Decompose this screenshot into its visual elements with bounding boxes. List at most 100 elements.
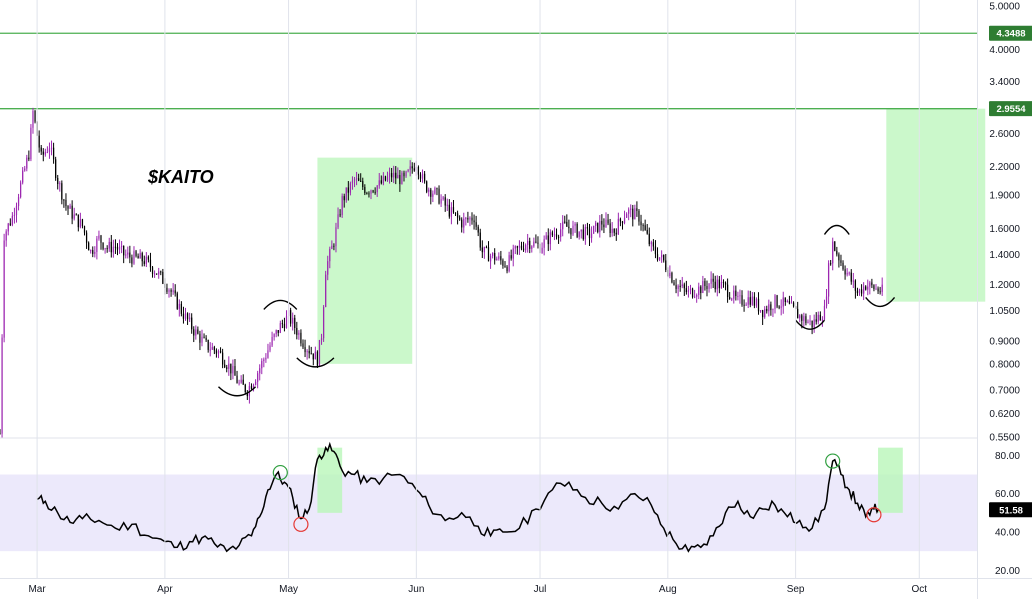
candle-body [63, 199, 65, 201]
candle-body [700, 286, 702, 294]
candle-body [184, 313, 187, 319]
price-tick-label: 1.0500 [989, 306, 1020, 317]
price-tick-label: 0.5500 [989, 433, 1020, 444]
candle-body [316, 351, 319, 366]
candle-body [446, 204, 448, 206]
candle-body [776, 295, 778, 307]
candle-body [799, 315, 801, 319]
candle-body [852, 280, 854, 282]
candle-body [38, 135, 40, 148]
price-tick-label: 0.8000 [989, 359, 1020, 370]
candle-body [343, 196, 345, 201]
candle-body [722, 282, 725, 284]
candle-body [706, 286, 708, 289]
candle-body [759, 310, 762, 312]
candle-body [830, 263, 832, 265]
price-tick-label: 0.6200 [989, 409, 1020, 420]
candle-body [22, 170, 24, 183]
candle-body [141, 253, 143, 262]
candle-body [421, 173, 424, 179]
candle-body [423, 173, 426, 182]
candle-body [189, 317, 191, 320]
candle-body [298, 332, 300, 335]
candle-body [98, 235, 100, 239]
candle-body [757, 298, 760, 312]
candle-body [362, 181, 364, 188]
candle-body [325, 274, 327, 308]
candle-body [788, 300, 791, 304]
candle-body [213, 347, 215, 351]
time-tick-aug: Aug [659, 584, 677, 595]
candle-body [296, 327, 298, 335]
candle-body [593, 225, 595, 234]
candle-body [871, 282, 873, 286]
level-badge-label: 4.3488 [996, 29, 1025, 40]
candle-body [347, 187, 349, 193]
candle-body [665, 260, 667, 270]
candle-body [24, 168, 26, 171]
candle-body [586, 227, 589, 229]
candle-body [566, 221, 568, 227]
candle-body [463, 218, 465, 228]
candle-body [459, 217, 461, 220]
rsi-tick-label: 20.00 [995, 566, 1020, 577]
candle-body [300, 332, 302, 344]
candle-body [597, 222, 599, 233]
candle-body [32, 110, 34, 128]
candle-body [467, 217, 469, 220]
candle-body [7, 223, 9, 232]
candle-body [617, 218, 619, 235]
candle-body [395, 172, 397, 179]
candle-body [129, 252, 131, 258]
rsi-pane [0, 441, 977, 553]
candle-body [867, 286, 869, 290]
candle-body [710, 278, 712, 284]
candle-body [44, 152, 46, 155]
candle-body [671, 272, 673, 283]
candle-body [428, 189, 430, 192]
rsi-line [36, 441, 879, 553]
cap-arc-5 [823, 224, 850, 235]
candle-body [215, 350, 218, 354]
candle-body [693, 296, 696, 298]
candle-body [531, 246, 533, 249]
red-signal-circle-4 [866, 507, 882, 523]
candle-body [691, 288, 694, 298]
price-tick-label: 2.6000 [989, 129, 1020, 140]
candle-body [145, 256, 147, 264]
candle-body [496, 258, 498, 261]
candle-body [504, 265, 506, 267]
candle-body [545, 235, 547, 240]
candle-body [448, 204, 450, 217]
cup-arc-3 [296, 357, 335, 368]
candle-body [654, 246, 657, 255]
candle-body [805, 316, 807, 323]
candle-body [735, 290, 737, 297]
candle-body [114, 246, 117, 248]
candle-body [273, 334, 275, 338]
candle-body [254, 381, 257, 385]
candle-body [768, 304, 770, 312]
candle-body [450, 207, 453, 217]
candle-body [139, 253, 141, 259]
candle-body [492, 252, 494, 256]
candle-body [195, 329, 197, 336]
level-badge-label: 2.9554 [996, 104, 1026, 115]
candle-body [123, 245, 125, 256]
candle-body [228, 363, 230, 369]
candle-body [281, 323, 284, 325]
rsi-tick-label: 60.00 [995, 489, 1020, 500]
candle-body [28, 157, 30, 160]
candle-body [529, 240, 531, 249]
candle-body [180, 303, 183, 314]
candle-body [741, 295, 743, 305]
candle-body [652, 242, 655, 247]
candle-body [650, 242, 652, 245]
candle-body [500, 256, 502, 261]
candle-body [574, 223, 576, 226]
rsi-value-badge [989, 502, 1032, 518]
candle-body [797, 308, 799, 319]
candle-body [840, 260, 842, 263]
